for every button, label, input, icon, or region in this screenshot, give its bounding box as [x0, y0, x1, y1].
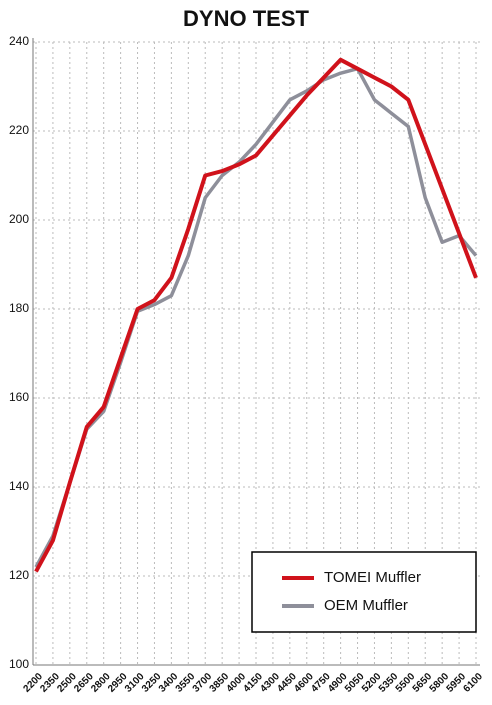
x-tick-label: 6100	[461, 671, 485, 695]
y-tick-label: 200	[9, 212, 29, 226]
y-tick-label: 160	[9, 390, 29, 404]
legend-box	[251, 551, 477, 633]
legend-label: OEM Muffler	[324, 597, 408, 614]
y-tick-label: 180	[9, 301, 29, 315]
chart-title: DYNO TEST	[183, 6, 309, 31]
y-tick-label: 100	[9, 657, 29, 671]
series-line	[34, 57, 478, 573]
y-tick-label: 120	[9, 568, 29, 582]
legend-label: TOMEI Muffler	[324, 569, 421, 586]
y-tick-label: 240	[9, 34, 29, 48]
y-tick-label: 140	[9, 479, 29, 493]
y-tick-label: 220	[9, 123, 29, 137]
